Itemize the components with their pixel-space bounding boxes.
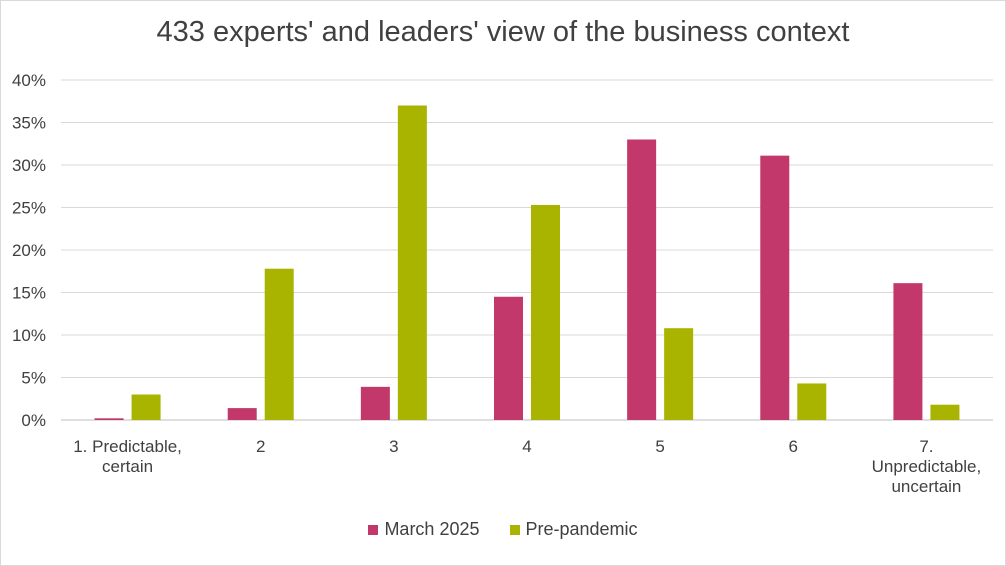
- chart-title: 433 experts' and leaders' view of the bu…: [156, 16, 850, 48]
- x-tick-label: 4: [522, 437, 531, 456]
- y-tick-label: 25%: [12, 199, 46, 218]
- bar: [930, 404, 960, 420]
- bar: [264, 268, 294, 420]
- bar: [531, 204, 560, 420]
- x-tick-label: 1. Predictable, certain: [73, 437, 182, 476]
- y-tick-label: 40%: [12, 71, 46, 90]
- x-tick-label-line: Unpredictable,: [872, 457, 982, 476]
- bar: [627, 139, 657, 420]
- x-tick-label-line: certain: [102, 457, 153, 476]
- x-tick-label-line: uncertain: [891, 477, 961, 496]
- y-tick-label: 5%: [21, 369, 46, 388]
- y-tick-label: 0%: [21, 411, 46, 430]
- bar: [397, 105, 427, 420]
- x-tick-label: 2: [256, 437, 265, 456]
- bar: [760, 155, 790, 420]
- bar: [227, 408, 257, 420]
- x-tick-label-line: 7.: [919, 437, 933, 456]
- legend-item-pre-pandemic: Pre-pandemic: [509, 519, 638, 540]
- x-tick-label: 6: [789, 437, 798, 456]
- legend-swatch-march-2025: [368, 524, 379, 535]
- x-tick-label: 7. Unpredictable, uncertain: [872, 437, 982, 496]
- x-tick-label: 3: [389, 437, 398, 456]
- x-tick-label: 5: [655, 437, 664, 456]
- legend-label-march-2025: March 2025: [384, 519, 480, 539]
- legend-item-march-2025: March 2025: [368, 519, 480, 540]
- x-tick-label-line: 4: [522, 437, 531, 456]
- x-tick-label-line: 6: [789, 437, 798, 456]
- y-tick-label: 10%: [12, 326, 46, 345]
- x-tick-label-line: 3: [389, 437, 398, 456]
- bar: [893, 283, 923, 420]
- x-tick-label-line: 1. Predictable,: [73, 437, 182, 456]
- y-tick-label: 30%: [12, 156, 46, 175]
- x-tick-label-line: 2: [256, 437, 265, 456]
- legend-swatch-pre-pandemic: [509, 524, 520, 535]
- bar: [131, 394, 161, 420]
- y-tick-label: 35%: [12, 114, 46, 133]
- y-tick-label: 20%: [12, 241, 46, 260]
- x-tick-label-line: 5: [655, 437, 664, 456]
- bar: [94, 418, 124, 420]
- bar: [797, 383, 827, 420]
- y-tick-label: 15%: [12, 284, 46, 303]
- bar: [360, 386, 390, 420]
- bar: [664, 328, 694, 420]
- bar: [494, 296, 523, 420]
- legend-label-pre-pandemic: Pre-pandemic: [525, 519, 638, 539]
- chart-legend: March 2025 Pre-pandemic: [0, 519, 1006, 540]
